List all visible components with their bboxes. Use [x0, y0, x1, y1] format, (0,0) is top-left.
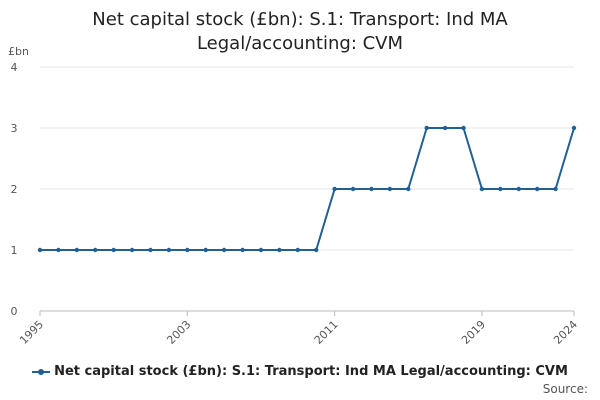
chart-title-line-1: Net capital stock (£bn): S.1: Transport:… [92, 9, 508, 30]
data-point [553, 186, 558, 192]
data-point [37, 247, 43, 253]
y-tick-label: 3 [11, 122, 18, 135]
data-point [111, 247, 116, 253]
data-point [74, 247, 80, 253]
data-point [516, 186, 521, 192]
series-line [40, 127, 575, 251]
x-tick-label: 2011 [312, 318, 341, 347]
data-point [277, 247, 282, 253]
data-point [571, 125, 577, 131]
data-point [314, 247, 319, 253]
y-tick-label: 4 [11, 61, 18, 74]
data-point [406, 186, 411, 192]
data-point [387, 186, 393, 192]
data-point [258, 247, 264, 253]
data-point [461, 125, 466, 131]
legend-label: Net capital stock (£bn): S.1: Transport:… [54, 364, 568, 379]
x-tick-label: 2019 [459, 318, 488, 347]
data-point [424, 125, 429, 131]
data-point [166, 247, 172, 253]
legend: Net capital stock (£bn): S.1: Transport:… [0, 364, 600, 379]
data-point [295, 247, 300, 253]
data-point [479, 186, 485, 192]
chart-title-line-2: Legal/accounting: CVM [196, 33, 404, 54]
data-point [56, 247, 61, 253]
chart-title: Net capital stock (£bn): S.1: Transport:… [0, 8, 600, 56]
y-tick-label: 0 [11, 305, 18, 318]
x-tick-label: 2024 [551, 318, 580, 347]
legend-swatch [32, 367, 51, 377]
x-tick-label: 2003 [164, 318, 193, 347]
data-point [534, 186, 540, 192]
data-point [185, 247, 190, 253]
data-point [203, 247, 208, 253]
data-point [350, 186, 356, 192]
y-tick-label: 1 [11, 244, 18, 257]
data-point [332, 186, 337, 192]
data-point [442, 125, 448, 131]
data-point [240, 247, 245, 253]
data-point [221, 247, 227, 253]
y-axis-label: £bn [8, 45, 29, 58]
x-tick-label: 1995 [17, 318, 46, 347]
data-point [93, 247, 98, 253]
data-point [129, 247, 135, 253]
y-tick-label: 2 [11, 183, 18, 196]
source-label: Source: [542, 382, 588, 396]
data-point [148, 247, 153, 253]
data-point [498, 186, 503, 192]
data-point [369, 186, 374, 192]
